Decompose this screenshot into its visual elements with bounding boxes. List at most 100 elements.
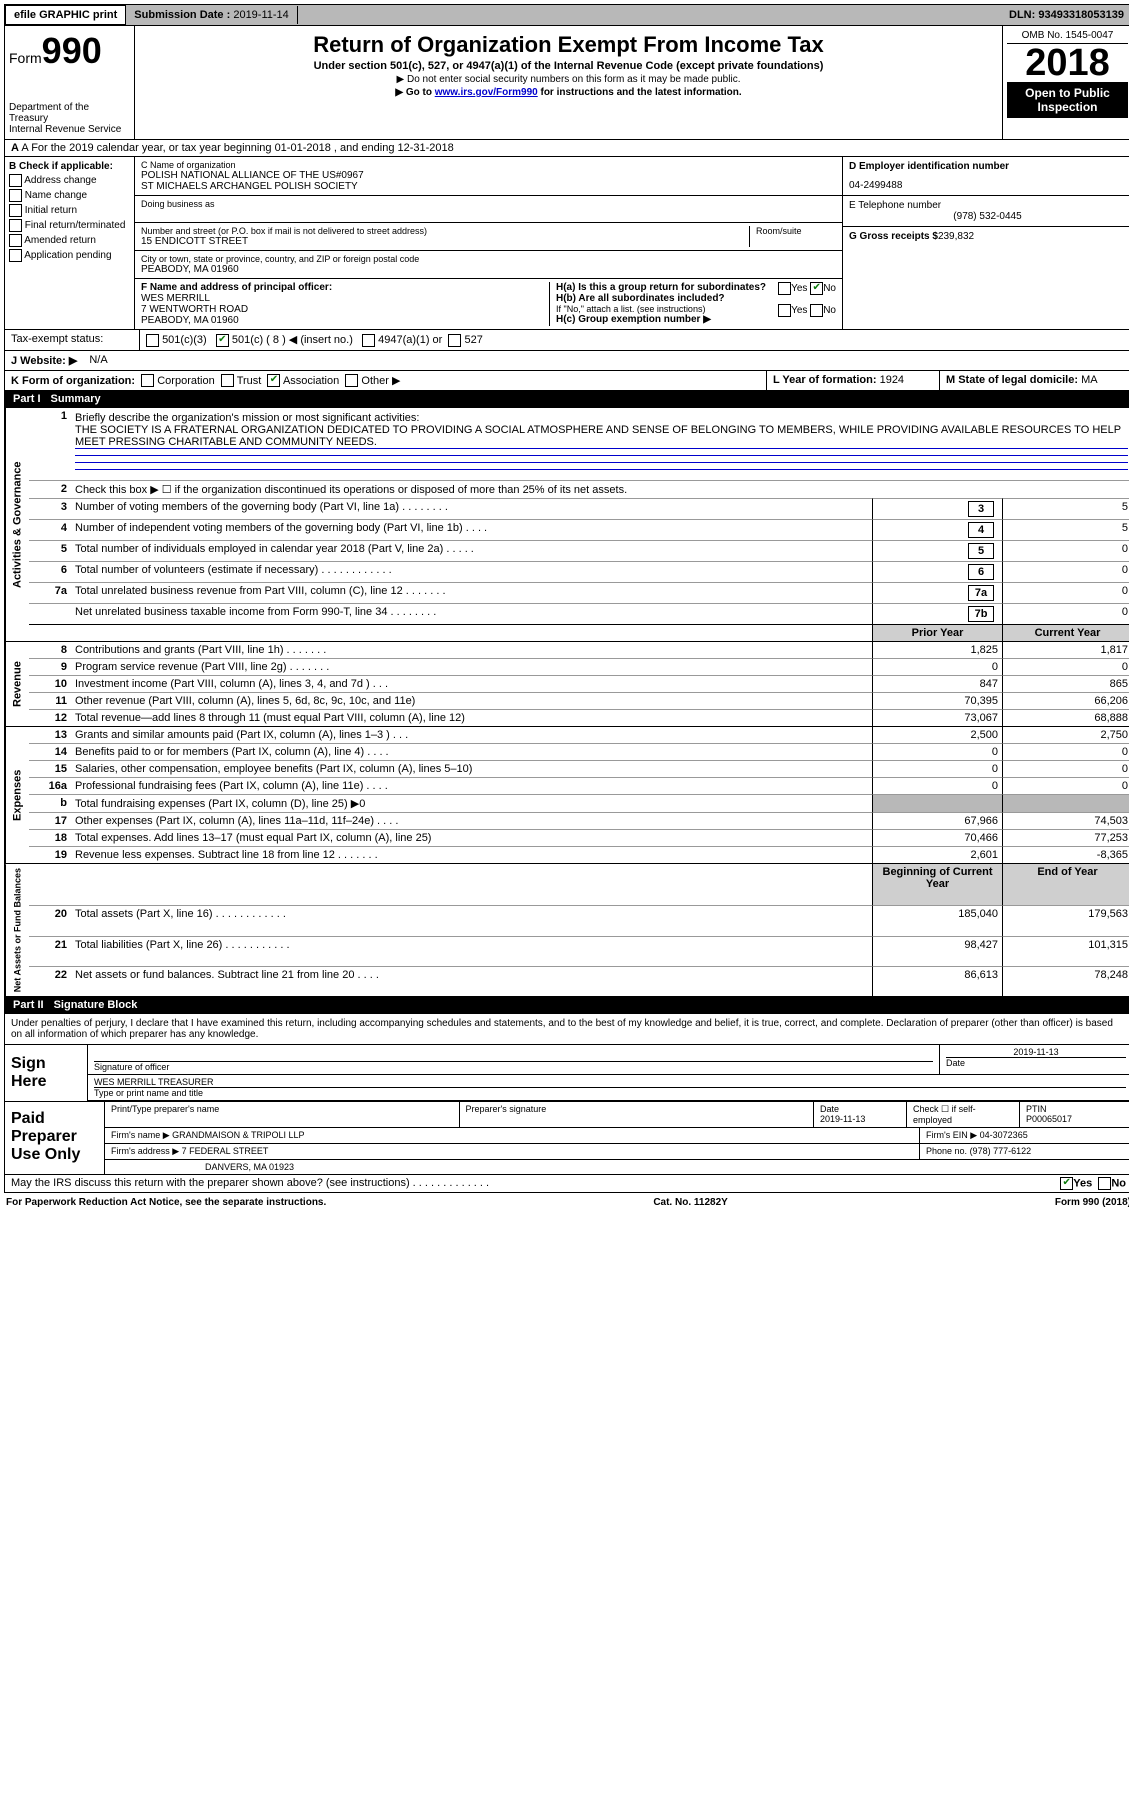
line7a-desc: Total unrelated business revenue from Pa… (71, 582, 872, 603)
4947a1-checkbox[interactable] (362, 334, 375, 347)
exp13-cy: 2,750 (1002, 727, 1129, 743)
rev10-cy: 865 (1002, 675, 1129, 692)
net-assets-label: Net Assets or Fund Balances (5, 864, 29, 996)
line4-desc: Number of independent voting members of … (71, 519, 872, 540)
signature-officer-label: Signature of officer (94, 1062, 169, 1072)
rev9-cy: 0 (1002, 658, 1129, 675)
exp13-py: 2,500 (872, 727, 1002, 743)
exp18-cy: 77,253 (1002, 829, 1129, 846)
form-of-org-row: K Form of organization: Corporation Trus… (4, 371, 1129, 392)
officer-name-title: WES MERRILL TREASURER (94, 1077, 1126, 1088)
paid-preparer-block: Paid Preparer Use Only Print/Type prepar… (4, 1102, 1129, 1175)
preparer-signature-label: Preparer's signature (460, 1102, 815, 1127)
501c3-checkbox[interactable] (146, 334, 159, 347)
form-title: Return of Organization Exempt From Incom… (139, 32, 998, 58)
efile-print-button[interactable]: efile GRAPHIC print (5, 5, 126, 25)
exp16a-cy: 0 (1002, 777, 1129, 794)
net21-desc: Total liabilities (Part X, line 26) . . … (71, 936, 872, 966)
discuss-no-checkbox[interactable] (1098, 1177, 1111, 1190)
city-label: City or town, state or province, country… (141, 254, 836, 264)
form-number: Form990 (9, 30, 130, 72)
exp15-cy: 0 (1002, 760, 1129, 777)
amended-return-checkbox[interactable] (9, 234, 22, 247)
net22-py: 86,613 (872, 966, 1002, 996)
net20-cy: 179,563 (1002, 905, 1129, 935)
line1-label: Briefly describe the organization's miss… (75, 412, 419, 424)
instructions-link[interactable]: www.irs.gov/Form990 (435, 87, 538, 98)
other-checkbox[interactable] (345, 374, 358, 387)
ha-group-return: H(a) Is this a group return for subordin… (556, 282, 836, 293)
ha-yes-checkbox[interactable] (778, 282, 791, 295)
exp19-cy: -8,365 (1002, 846, 1129, 863)
gross-receipts: 239,832 (938, 231, 974, 242)
tax-year: 2018 (1007, 44, 1128, 82)
dln: DLN: 93493318053139 (1001, 6, 1129, 24)
sign-date: 2019-11-13 (946, 1047, 1126, 1057)
revenue-block: Revenue 8Contributions and grants (Part … (4, 642, 1129, 727)
application-pending-checkbox[interactable] (9, 249, 22, 262)
line6-desc: Total number of volunteers (estimate if … (71, 561, 872, 582)
org-name: POLISH NATIONAL ALLIANCE OF THE US#0967 … (141, 170, 836, 192)
line2-discontinued: Check this box ▶ ☐ if the organization d… (71, 480, 1129, 498)
trust-checkbox[interactable] (221, 374, 234, 387)
hb-no-checkbox[interactable] (810, 304, 823, 317)
part1-header: Part I Summary (4, 391, 1129, 408)
part2-header: Part II Signature Block (4, 997, 1129, 1014)
exp14-py: 0 (872, 743, 1002, 760)
address-block: B Check if applicable: Address change Na… (4, 157, 1129, 330)
line4-value: 5 (1002, 519, 1129, 540)
telephone-label: E Telephone number (849, 200, 1126, 211)
exp13-desc: Grants and similar amounts paid (Part IX… (71, 727, 872, 743)
officer-name-address: WES MERRILL 7 WENTWORTH ROAD PEABODY, MA… (141, 293, 549, 326)
footer: For Paperwork Reduction Act Notice, see … (4, 1193, 1129, 1212)
exp16b-py (872, 794, 1002, 812)
ha-no-checkbox[interactable] (810, 282, 823, 295)
name-title-label: Type or print name and title (94, 1088, 203, 1098)
form-subtitle: Under section 501(c), 527, or 4947(a)(1)… (139, 60, 998, 72)
exp19-py: 2,601 (872, 846, 1002, 863)
exp16a-py: 0 (872, 777, 1002, 794)
line3-value: 5 (1002, 498, 1129, 519)
discuss-yes-checkbox[interactable] (1060, 1177, 1073, 1190)
net22-desc: Net assets or fund balances. Subtract li… (71, 966, 872, 996)
paperwork-notice: For Paperwork Reduction Act Notice, see … (6, 1197, 326, 1208)
527-checkbox[interactable] (448, 334, 461, 347)
net21-cy: 101,315 (1002, 936, 1129, 966)
initial-return-checkbox[interactable] (9, 204, 22, 217)
paid-preparer-label: Paid Preparer Use Only (5, 1102, 105, 1174)
501c-checkbox[interactable] (216, 334, 229, 347)
line3-desc: Number of voting members of the governin… (71, 498, 872, 519)
exp15-py: 0 (872, 760, 1002, 777)
name-change-checkbox[interactable] (9, 189, 22, 202)
rev10-py: 847 (872, 675, 1002, 692)
expenses-block: Expenses 13Grants and similar amounts pa… (4, 727, 1129, 864)
dba-label: Doing business as (141, 199, 836, 209)
exp19-desc: Revenue less expenses. Subtract line 18 … (71, 846, 872, 863)
exp16b-desc: Total fundraising expenses (Part IX, col… (71, 794, 872, 812)
form-header: Form990 Department of the Treasury Inter… (4, 26, 1129, 140)
rev11-cy: 66,206 (1002, 692, 1129, 709)
hb-yes-checkbox[interactable] (778, 304, 791, 317)
check-if-applicable: B Check if applicable: Address change Na… (5, 157, 135, 329)
exp18-py: 70,466 (872, 829, 1002, 846)
top-bar: efile GRAPHIC print Submission Date : 20… (4, 4, 1129, 26)
net22-cy: 78,248 (1002, 966, 1129, 996)
tax-status-label: Tax-exempt status: (5, 330, 140, 350)
net20-py: 185,040 (872, 905, 1002, 935)
firm-address: 7 FEDERAL STREET (182, 1146, 269, 1156)
penalties-perjury: Under penalties of perjury, I declare th… (4, 1014, 1129, 1045)
preparer-date: 2019-11-13 (820, 1114, 865, 1124)
discuss-with-preparer: May the IRS discuss this return with the… (4, 1175, 1129, 1193)
rev8-desc: Contributions and grants (Part VIII, lin… (71, 642, 872, 658)
net20-desc: Total assets (Part X, line 16) . . . . .… (71, 905, 872, 935)
exp17-py: 67,966 (872, 812, 1002, 829)
exp17-desc: Other expenses (Part IX, column (A), lin… (71, 812, 872, 829)
line5-value: 0 (1002, 540, 1129, 561)
final-return-checkbox[interactable] (9, 219, 22, 232)
association-checkbox[interactable] (267, 374, 280, 387)
room-suite-label: Room/suite (750, 226, 836, 247)
activities-label: Activities & Governance (5, 408, 29, 641)
corporation-checkbox[interactable] (141, 374, 154, 387)
address-change-checkbox[interactable] (9, 174, 22, 187)
rev8-cy: 1,817 (1002, 642, 1129, 658)
